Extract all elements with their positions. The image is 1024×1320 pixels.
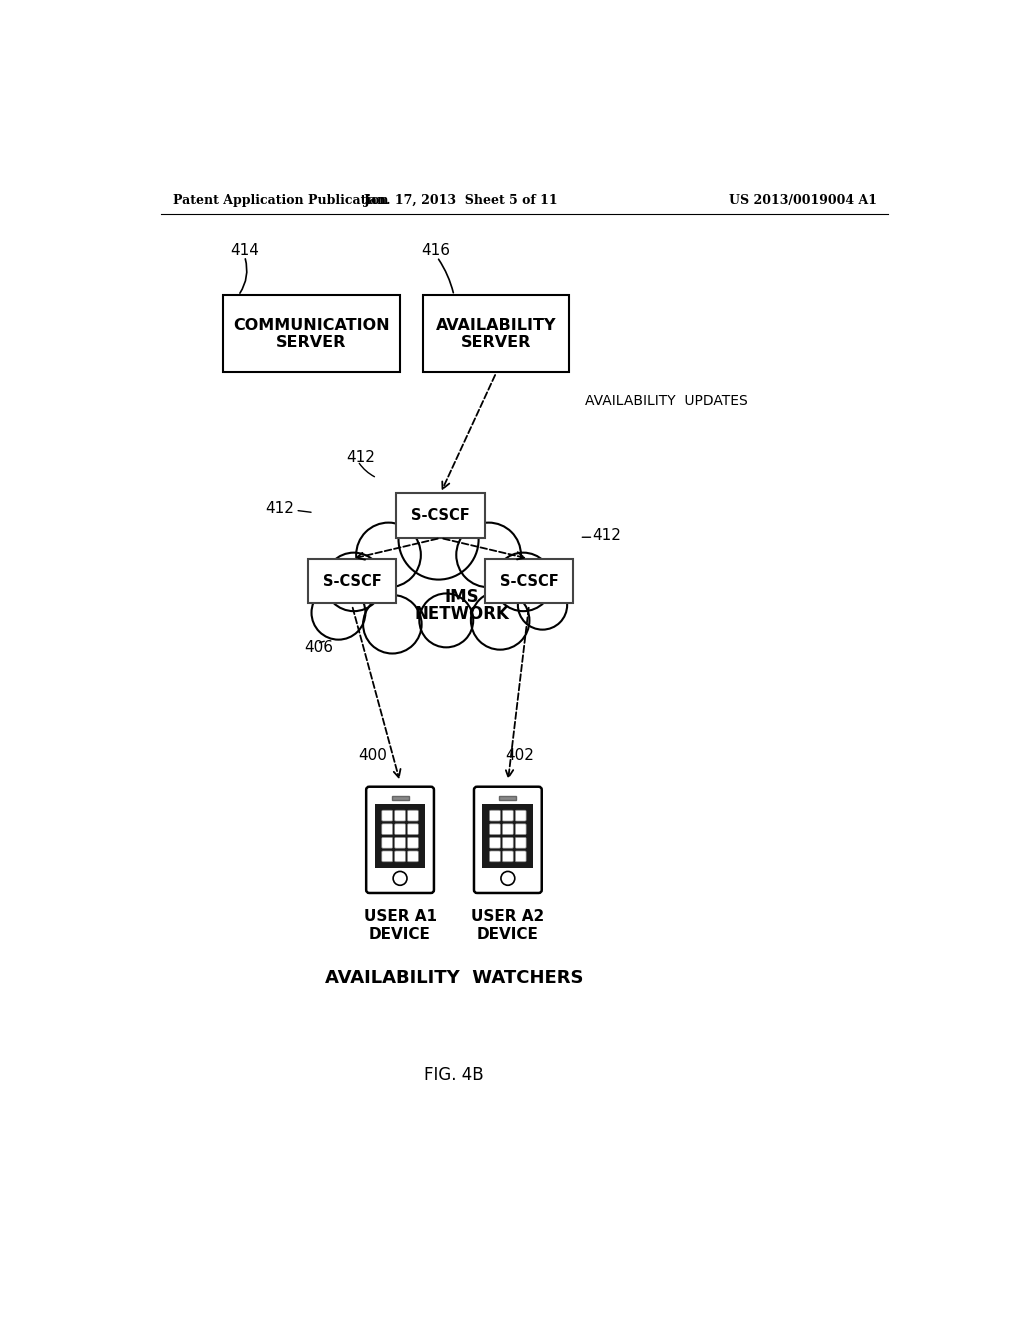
Text: S-CSCF: S-CSCF (411, 508, 470, 523)
Text: FIG. 4B: FIG. 4B (424, 1065, 483, 1084)
FancyBboxPatch shape (503, 810, 513, 821)
Bar (482, 804, 534, 869)
FancyBboxPatch shape (503, 851, 513, 862)
FancyBboxPatch shape (394, 824, 406, 834)
Text: 416: 416 (422, 243, 451, 259)
Text: AVAILABILITY  UPDATES: AVAILABILITY UPDATES (585, 393, 748, 408)
FancyBboxPatch shape (489, 824, 501, 834)
Bar (484, 558, 573, 603)
Text: 412: 412 (593, 528, 622, 544)
FancyBboxPatch shape (382, 824, 392, 834)
FancyBboxPatch shape (515, 837, 526, 849)
Bar (391, 796, 409, 800)
FancyBboxPatch shape (489, 851, 501, 862)
Text: USER A1
DEVICE: USER A1 DEVICE (364, 909, 436, 941)
Circle shape (494, 553, 553, 611)
FancyBboxPatch shape (474, 787, 542, 892)
Text: 414: 414 (230, 243, 259, 259)
Circle shape (325, 553, 383, 611)
Text: IMS: IMS (444, 589, 479, 606)
Circle shape (471, 591, 529, 649)
Bar (307, 558, 396, 603)
Bar (423, 296, 569, 372)
Text: 402: 402 (505, 747, 534, 763)
FancyBboxPatch shape (382, 810, 392, 821)
Text: NETWORK: NETWORK (415, 606, 509, 623)
FancyBboxPatch shape (408, 824, 419, 834)
FancyBboxPatch shape (394, 837, 406, 849)
Circle shape (356, 523, 421, 587)
Text: US 2013/0019004 A1: US 2013/0019004 A1 (729, 194, 878, 207)
FancyBboxPatch shape (489, 837, 501, 849)
Text: S-CSCF: S-CSCF (500, 574, 558, 589)
Text: USER A2
DEVICE: USER A2 DEVICE (471, 909, 545, 941)
Text: AVAILABILITY
SERVER: AVAILABILITY SERVER (436, 318, 557, 350)
Text: Jan. 17, 2013  Sheet 5 of 11: Jan. 17, 2013 Sheet 5 of 11 (365, 194, 559, 207)
FancyBboxPatch shape (408, 810, 419, 821)
FancyBboxPatch shape (382, 837, 392, 849)
FancyBboxPatch shape (408, 837, 419, 849)
FancyBboxPatch shape (515, 851, 526, 862)
FancyBboxPatch shape (503, 824, 513, 834)
Text: COMMUNICATION
SERVER: COMMUNICATION SERVER (233, 318, 390, 350)
FancyBboxPatch shape (408, 851, 419, 862)
Bar (223, 296, 400, 372)
Bar (396, 494, 484, 539)
Circle shape (398, 499, 478, 579)
Text: S-CSCF: S-CSCF (323, 574, 381, 589)
Circle shape (518, 581, 567, 630)
FancyBboxPatch shape (515, 824, 526, 834)
Text: 400: 400 (358, 747, 387, 763)
FancyBboxPatch shape (367, 787, 434, 892)
FancyBboxPatch shape (489, 810, 501, 821)
FancyBboxPatch shape (503, 837, 513, 849)
Circle shape (364, 595, 422, 653)
Circle shape (311, 586, 366, 640)
FancyBboxPatch shape (394, 810, 406, 821)
FancyBboxPatch shape (515, 810, 526, 821)
Bar (500, 796, 516, 800)
Text: 406: 406 (304, 640, 333, 655)
FancyBboxPatch shape (382, 851, 392, 862)
Circle shape (457, 523, 521, 587)
Circle shape (419, 594, 473, 647)
Text: AVAILABILITY  WATCHERS: AVAILABILITY WATCHERS (325, 969, 584, 987)
FancyBboxPatch shape (394, 851, 406, 862)
Bar (375, 804, 425, 869)
Text: Patent Application Publication: Patent Application Publication (173, 194, 388, 207)
Text: 412: 412 (265, 502, 294, 516)
Text: 412: 412 (346, 450, 375, 465)
